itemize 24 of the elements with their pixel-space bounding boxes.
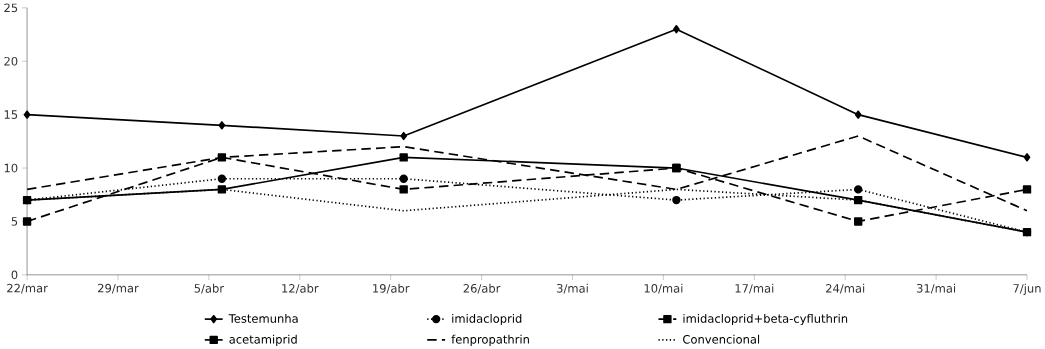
x-tick-label: 24/mai — [826, 283, 865, 294]
legend-label: fenpropathrin — [451, 334, 529, 346]
y-tick-label: 15 — [4, 110, 18, 119]
x-tick-label: 7/jun — [1013, 283, 1041, 295]
x-tick-label: 29/mar — [98, 283, 139, 294]
x-tick-label: 22/mar — [7, 283, 48, 294]
y-tick-label: 25 — [4, 3, 18, 13]
y-tick-label: 5 — [11, 217, 18, 226]
y-tick-label: 0 — [11, 270, 18, 280]
x-tick-label: 10/mai — [644, 283, 683, 294]
x-tick-label: 12/abr — [282, 283, 319, 294]
legend-label: Convencional — [683, 334, 760, 344]
x-tick-label: 3/mai — [557, 283, 588, 294]
x-tick-label: 17/mai — [735, 283, 774, 294]
x-tick-label: 26/abr — [463, 283, 501, 294]
legend-label: Testemunha — [228, 313, 298, 323]
x-tick-label: 5/abr — [194, 283, 225, 294]
y-tick-label: 10 — [4, 163, 18, 173]
x-tick-label: 31/mai — [916, 283, 956, 294]
x-tick-label: 19/abr — [373, 283, 410, 294]
legend-label: imidacloprid+beta-cyfluthrin — [683, 313, 848, 325]
y-tick-label: 20 — [4, 56, 18, 66]
legend-label: acetamiprid — [229, 334, 297, 346]
legend-label: imidacloprid — [452, 313, 522, 325]
